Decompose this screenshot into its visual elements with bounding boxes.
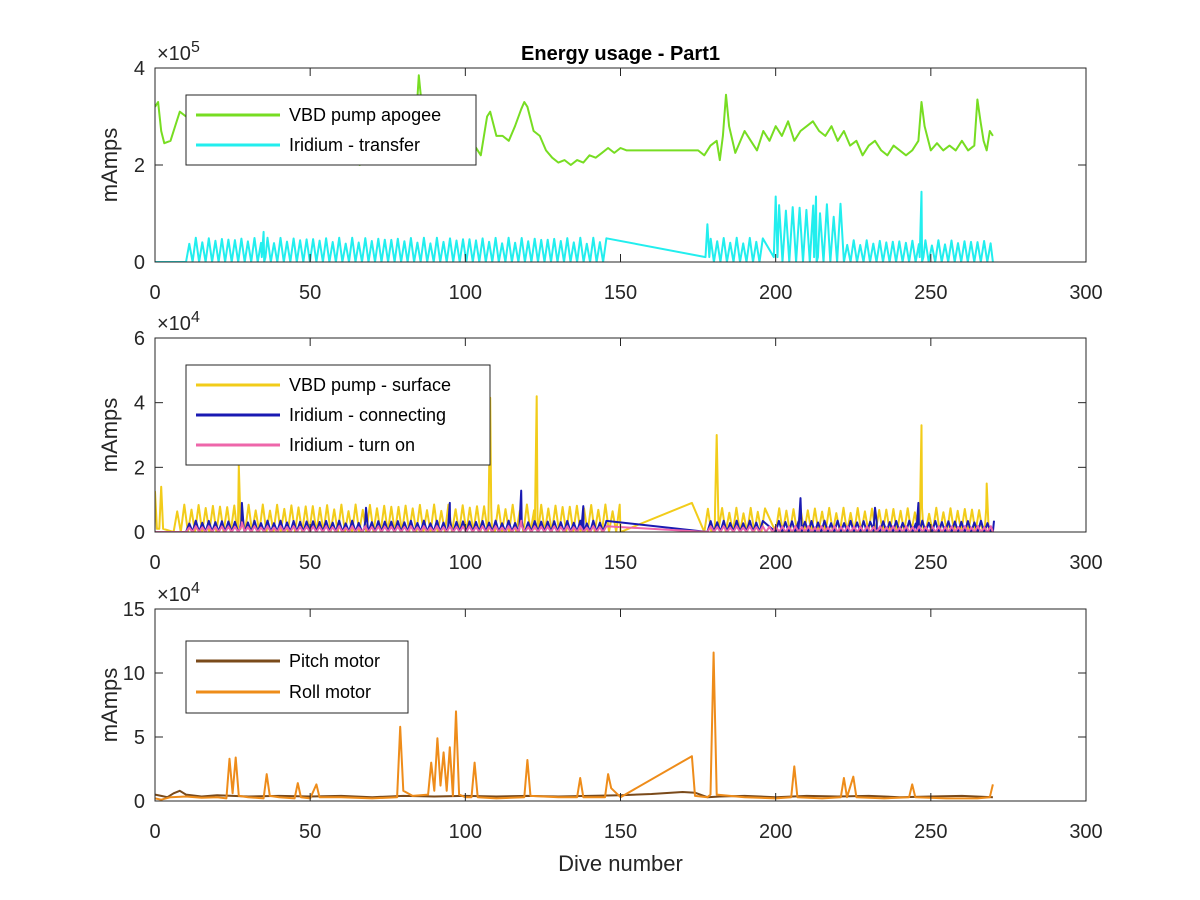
x-tick-label: 200	[759, 552, 792, 574]
x-tick-label: 0	[149, 282, 160, 304]
y-tick-label: 2	[134, 155, 145, 177]
legend-entry: VBD pump apogee	[289, 105, 441, 125]
x-tick-label: 200	[759, 282, 792, 304]
y-tick-label: 5	[134, 727, 145, 749]
y-tick-label: 0	[134, 791, 145, 813]
y-tick-label: 6	[134, 328, 145, 350]
series-group	[155, 395, 995, 532]
y-axis-label: mAmps	[97, 398, 122, 473]
subplot-2: 0 50 100 150 200 250 300 0 2 4 6 ×104 mAmps VBD pump …	[97, 309, 1103, 574]
series-line-roll-motor	[155, 651, 994, 801]
x-tick-label: 150	[604, 821, 637, 843]
y-tick-label: 10	[123, 663, 145, 685]
y-tick-label: 0	[134, 522, 145, 544]
series-group	[155, 651, 994, 801]
legend-entry: Iridium - connecting	[289, 405, 446, 425]
legend: VBD pump - surface Iridium - connecting Ir…	[185, 364, 491, 466]
series-line-iridium-turn-on	[155, 519, 994, 532]
x-tick-label: 300	[1069, 282, 1102, 304]
x-tick-label: 200	[759, 821, 792, 843]
legend-entry: Iridium - turn on	[289, 435, 415, 455]
x-axis-label: Dive number	[558, 851, 683, 876]
x-tick-label: 50	[299, 552, 321, 574]
legend-entry: Roll motor	[289, 682, 371, 702]
x-tick-label: 0	[149, 552, 160, 574]
y-multiplier: ×104	[157, 309, 200, 335]
x-tick-label: 300	[1069, 821, 1102, 843]
legend-entry: VBD pump - surface	[289, 375, 451, 395]
x-tick-label: 50	[299, 282, 321, 304]
y-tick-label: 15	[123, 599, 145, 621]
x-tick-label: 0	[149, 821, 160, 843]
y-axis-label: mAmps	[97, 668, 122, 743]
y-multiplier: ×105	[157, 39, 200, 65]
x-tick-label: 300	[1069, 552, 1102, 574]
legend-box	[185, 640, 409, 714]
y-multiplier: ×104	[157, 580, 200, 606]
x-tick-label: 100	[449, 282, 482, 304]
legend: Pitch motor Roll motor	[185, 640, 409, 714]
legend: VBD pump apogee Iridium - transfer	[185, 94, 477, 166]
subplot-1: 0 50 100 150 200 250 300 0 2 4 ×105 mAmps Energy usa…	[97, 39, 1103, 304]
y-tick-label: 2	[134, 457, 145, 479]
y-tick-label: 4	[134, 58, 145, 80]
x-tick-label: 100	[449, 821, 482, 843]
legend-entry: Pitch motor	[289, 651, 380, 671]
legend-box	[185, 94, 477, 166]
series-line-pitch-motor	[155, 789, 993, 799]
x-tick-label: 250	[914, 821, 947, 843]
series-line-iridium-transfer	[155, 190, 994, 262]
y-tick-label: 0	[134, 252, 145, 274]
x-tick-label: 50	[299, 821, 321, 843]
x-tick-label: 250	[914, 552, 947, 574]
legend-entry: Iridium - transfer	[289, 135, 420, 155]
chart-title: Energy usage - Part1	[521, 43, 720, 65]
x-tick-label: 150	[604, 552, 637, 574]
y-tick-label: 4	[134, 393, 145, 415]
x-tick-label: 250	[914, 282, 947, 304]
x-tick-label: 100	[449, 552, 482, 574]
subplot-3: 0 50 100 150 200 250 300 0 5 10 15 ×104 mAmps Dive nu…	[97, 580, 1103, 876]
y-axis-label: mAmps	[97, 128, 122, 203]
x-tick-label: 150	[604, 282, 637, 304]
